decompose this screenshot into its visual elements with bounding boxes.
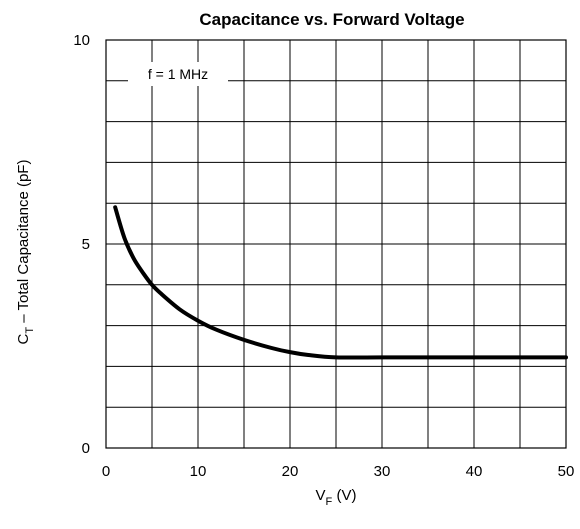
x-axis-label-main: V [316,487,326,504]
annotation-background [128,62,228,86]
x-tick-label: 40 [466,463,483,480]
x-tick-label: 0 [102,463,110,480]
x-axis-label: VF (V) [316,487,357,508]
x-tick-label: 10 [190,463,207,480]
x-tick-label: 50 [558,463,575,480]
x-axis-label-unit: (V) [332,487,356,504]
x-axis-label-subscript: F [326,496,333,508]
y-tick-label: 5 [82,236,90,253]
y-axis-label-rest: – Total Capacitance (pF) [15,160,32,327]
y-tick-labels: 0 5 10 [73,32,90,457]
y-axis-label: CT – Total Capacitance (pF) [15,160,36,345]
y-axis-label-subscript: T [24,327,36,334]
chart-title: Capacitance vs. Forward Voltage [199,10,464,29]
x-tick-labels: 0 10 20 30 40 50 [102,463,575,480]
y-tick-label: 0 [82,440,90,457]
frequency-annotation: f = 1 MHz [148,66,208,82]
x-tick-label: 30 [374,463,391,480]
annotation-group: f = 1 MHz [128,62,228,86]
capacitance-curve [113,205,568,360]
y-axis-label-main: C [15,333,32,344]
y-tick-label: 10 [73,32,90,49]
x-tick-label: 20 [282,463,299,480]
plot-frame [105,39,567,449]
grid [106,40,566,448]
